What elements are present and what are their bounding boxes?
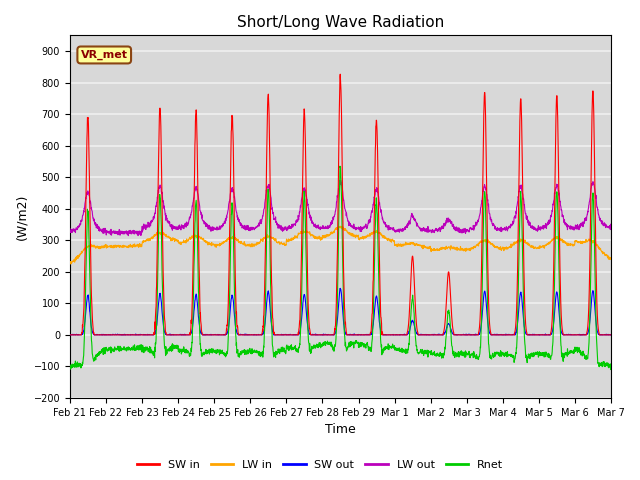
- Text: VR_met: VR_met: [81, 50, 128, 60]
- X-axis label: Time: Time: [325, 423, 356, 436]
- Y-axis label: (W/m2): (W/m2): [15, 193, 28, 240]
- Legend: SW in, LW in, SW out, LW out, Rnet: SW in, LW in, SW out, LW out, Rnet: [132, 456, 508, 474]
- Title: Short/Long Wave Radiation: Short/Long Wave Radiation: [237, 15, 444, 30]
